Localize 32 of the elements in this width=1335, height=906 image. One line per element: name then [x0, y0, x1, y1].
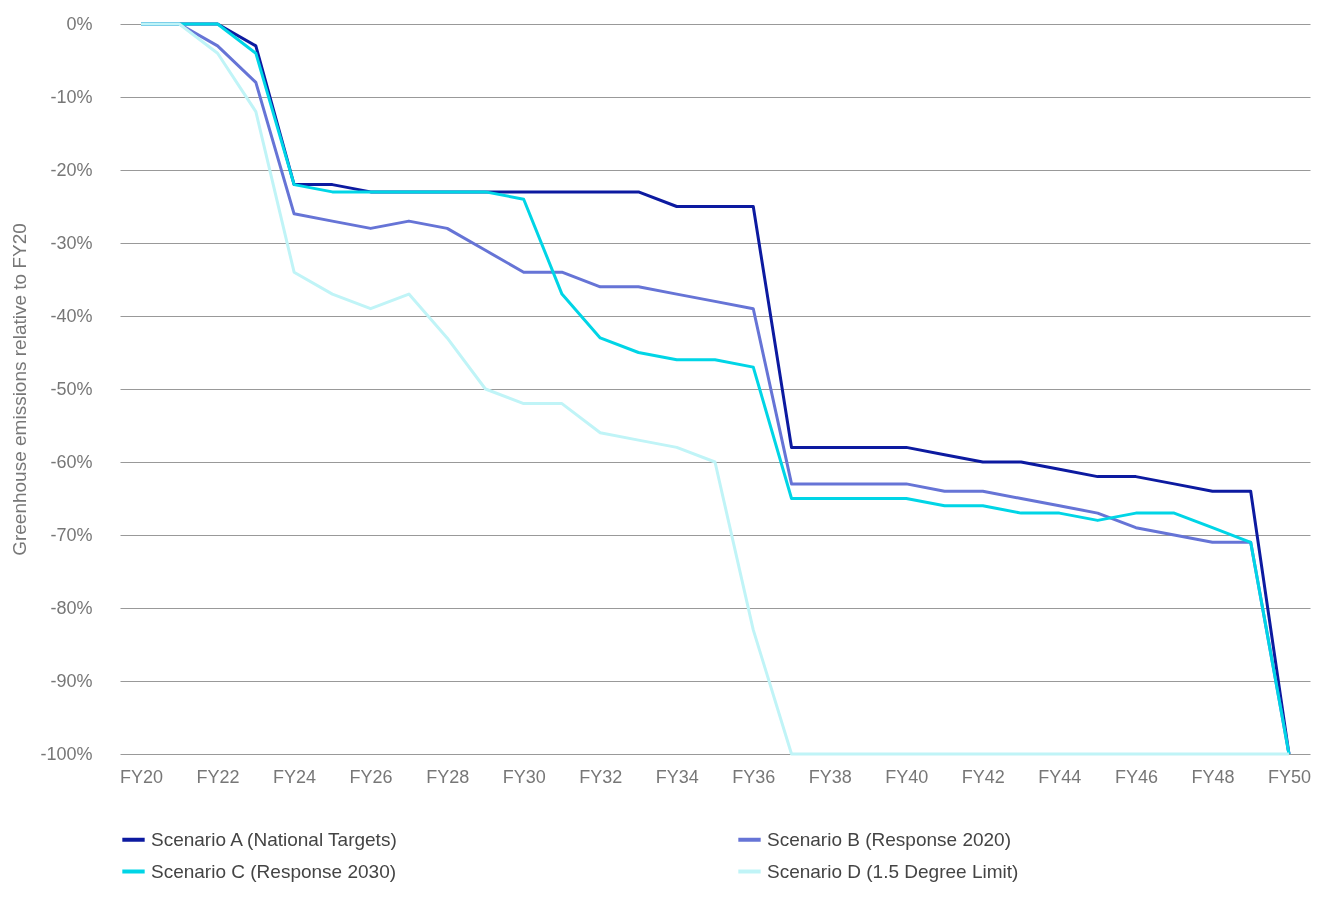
- x-tick-label: FY22: [196, 766, 240, 787]
- y-tick-label: -10%: [50, 86, 93, 107]
- x-tick-label: FY32: [579, 766, 623, 787]
- y-axis-title: Greenhouse emissions relative to FY20: [9, 223, 31, 556]
- x-tick-label: FY46: [1114, 766, 1158, 787]
- x-tick-label: FY44: [1038, 766, 1082, 787]
- legend-label: Scenario B (Response 2020): [767, 828, 1011, 850]
- y-tick-label: -80%: [50, 597, 93, 618]
- y-tick-label: -70%: [50, 524, 93, 545]
- x-tick-label: FY28: [426, 766, 470, 787]
- y-tick-label: 0%: [66, 13, 93, 34]
- y-tick-label: -50%: [50, 378, 93, 399]
- y-tick-label: -60%: [50, 451, 93, 472]
- legend-label: Scenario A (National Targets): [151, 828, 397, 850]
- y-tick-label: -100%: [40, 743, 93, 764]
- x-tick-label: FY42: [961, 766, 1005, 787]
- y-tick-label: -20%: [50, 159, 93, 180]
- legend-label: Scenario C (Response 2030): [151, 860, 397, 882]
- x-tick-label: FY34: [655, 766, 699, 787]
- x-tick-label: FY20: [120, 766, 164, 787]
- y-tick-label: -90%: [50, 670, 93, 691]
- y-tick-label: -40%: [50, 305, 93, 326]
- y-tick-label: -30%: [50, 232, 93, 253]
- legend-label: Scenario D (1.5 Degree Limit): [767, 860, 1019, 882]
- x-tick-label: FY50: [1267, 766, 1311, 787]
- x-tick-label: FY30: [502, 766, 546, 787]
- x-tick-label: FY48: [1191, 766, 1235, 787]
- x-tick-label: FY36: [732, 766, 776, 787]
- x-tick-label: FY24: [273, 766, 317, 787]
- x-tick-label: FY40: [885, 766, 929, 787]
- x-tick-label: FY26: [349, 766, 393, 787]
- x-tick-label: FY38: [808, 766, 852, 787]
